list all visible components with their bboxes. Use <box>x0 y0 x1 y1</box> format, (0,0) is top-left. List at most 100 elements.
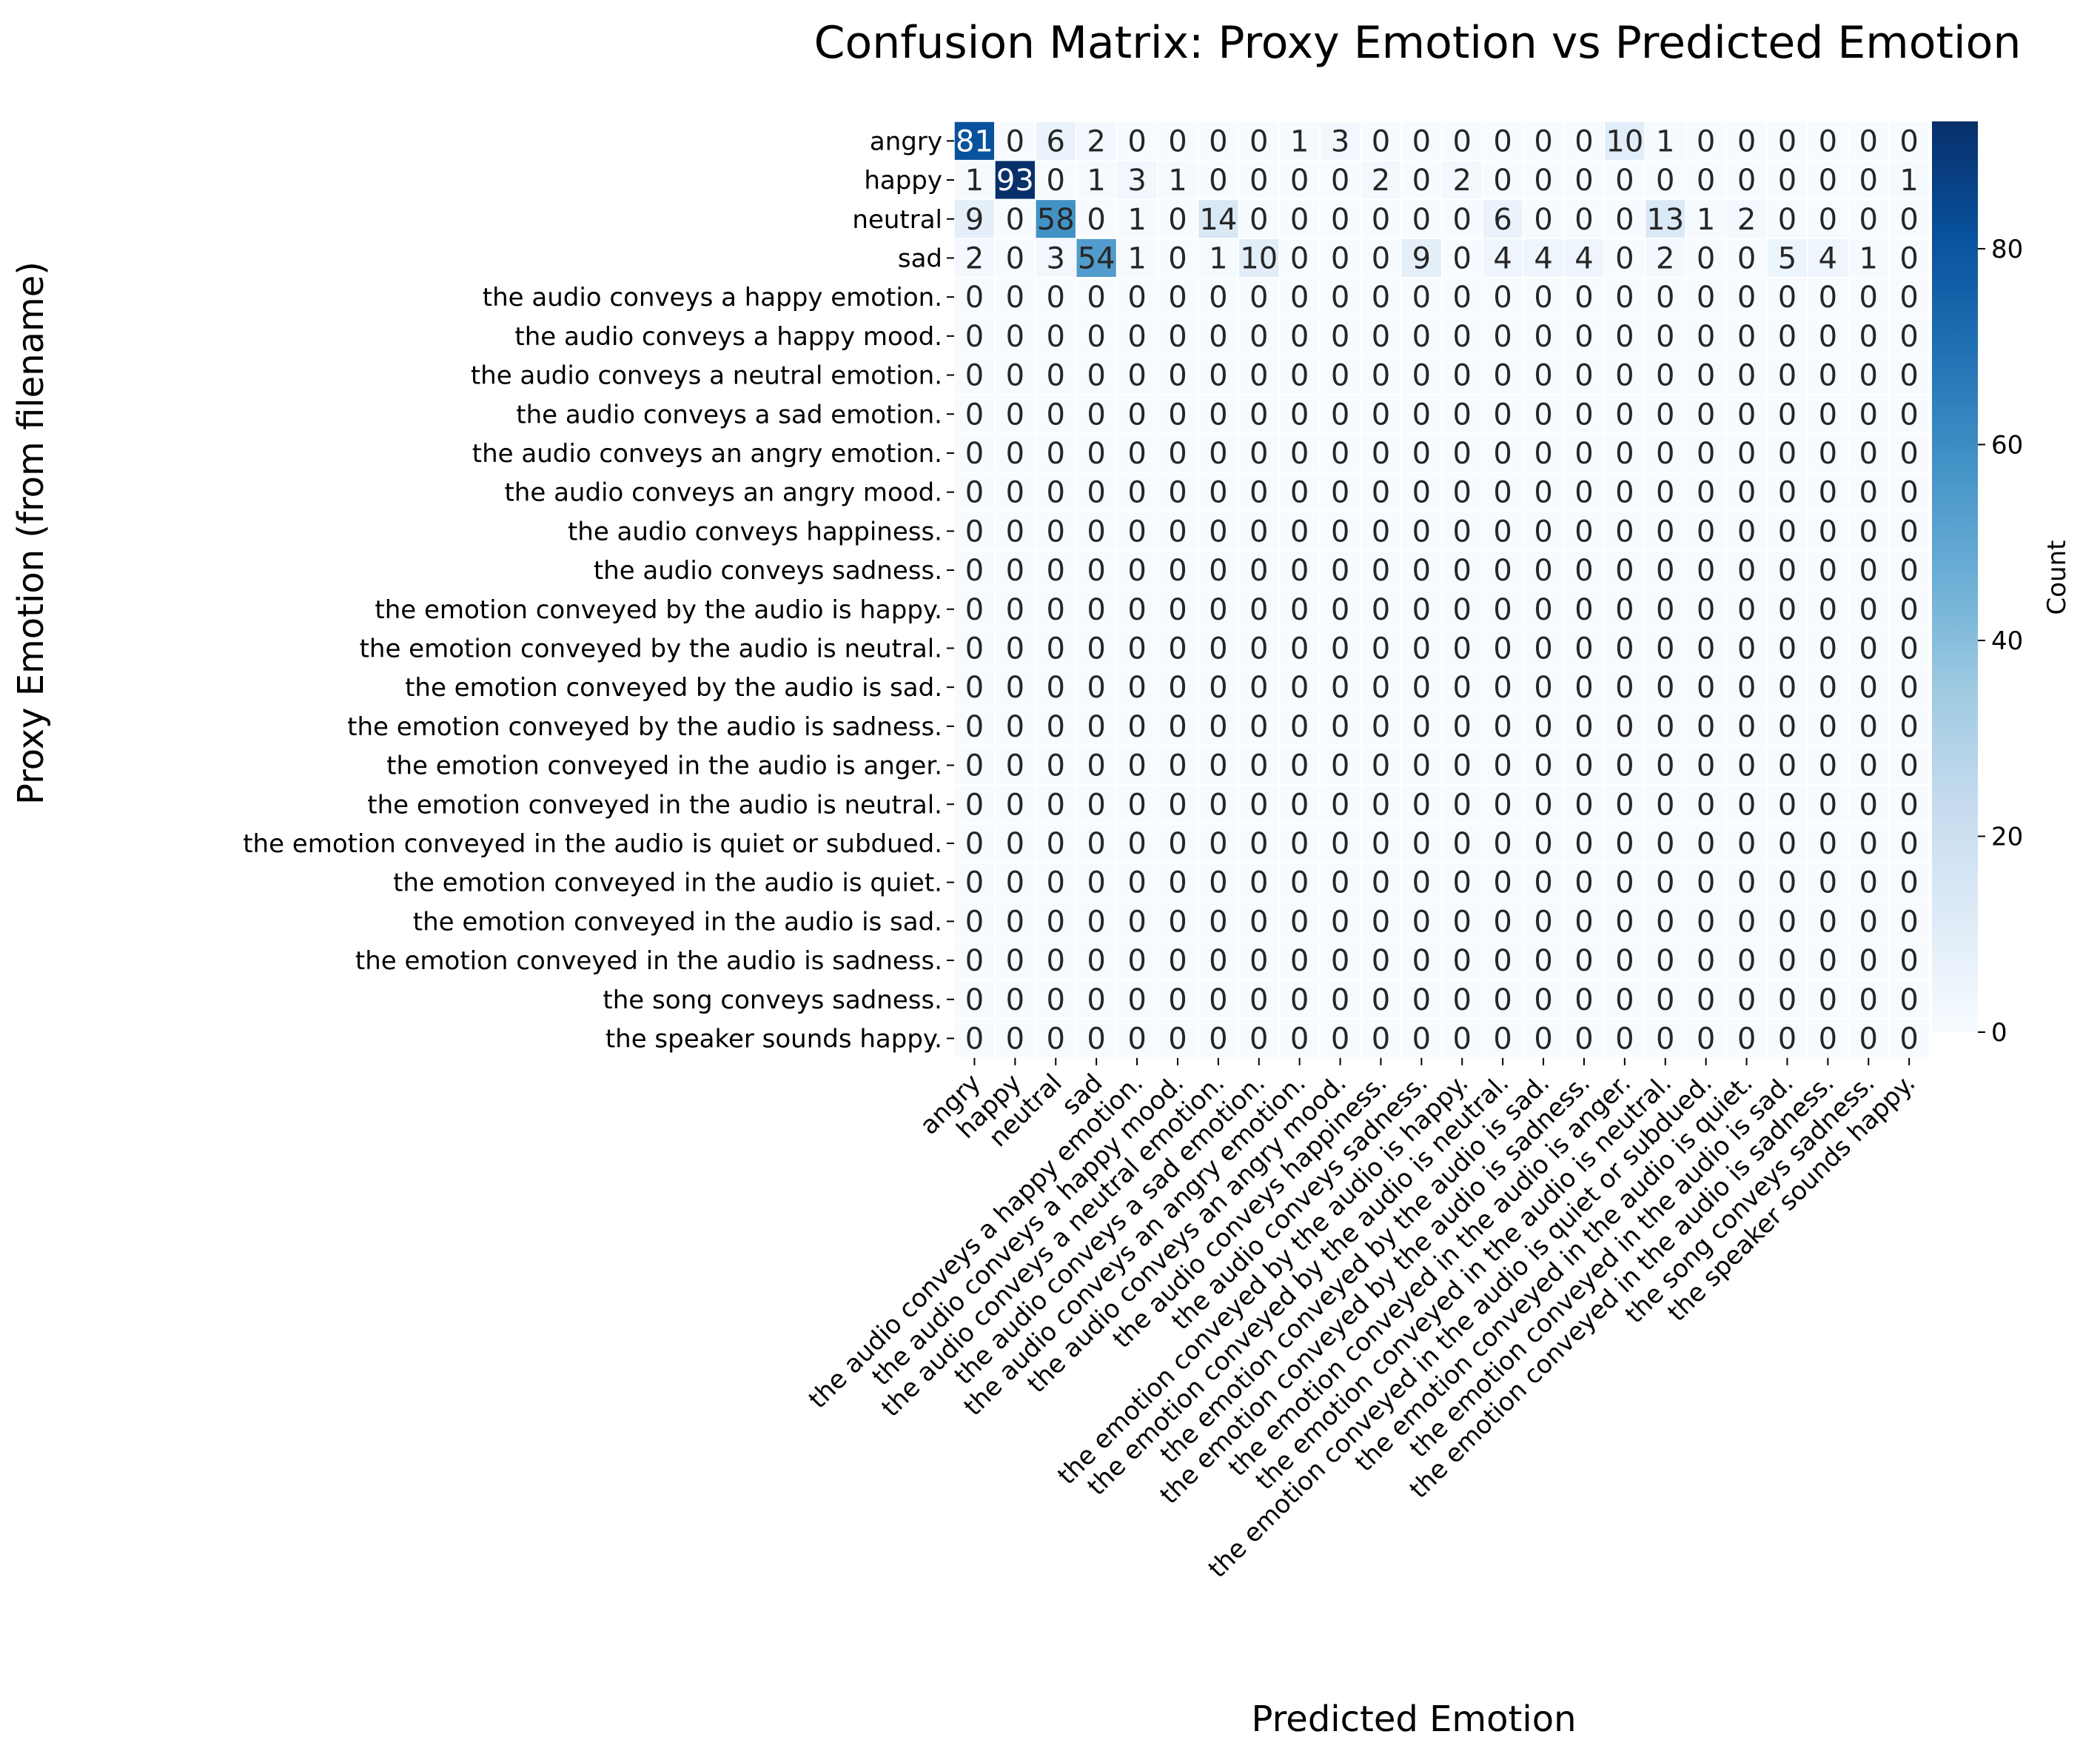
cell-value-label: 0 <box>1372 944 1390 978</box>
heatmap-cell <box>1888 315 1930 356</box>
heatmap-cell <box>1156 589 1199 629</box>
cell-value-label: 1 <box>1209 241 1227 275</box>
cell-value-label: 0 <box>1453 398 1472 432</box>
heatmap-cell <box>1197 979 1240 1020</box>
cell-value-label: 0 <box>1656 320 1674 354</box>
cell-value-label: 0 <box>1697 241 1715 275</box>
cell-value-label: 0 <box>1899 827 1918 861</box>
cell-value-label: 0 <box>1331 749 1349 783</box>
cell-value-label: 0 <box>1006 281 1024 315</box>
cell-value-label: 0 <box>1534 710 1552 744</box>
cell-value-label: 0 <box>1209 398 1227 432</box>
cell-value-label: 0 <box>1372 476 1390 510</box>
heatmap-cell <box>1075 355 1118 395</box>
cell-value-label: 0 <box>1534 164 1552 198</box>
heatmap-cell <box>1848 745 1890 786</box>
cell-value-label: 0 <box>1778 593 1797 627</box>
cell-value-label: 0 <box>1412 554 1431 588</box>
cell-value-label: 0 <box>1006 983 1024 1017</box>
heatmap-cell <box>1035 121 1077 161</box>
heatmap-cell <box>1603 432 1646 474</box>
heatmap-cell <box>1725 862 1768 903</box>
cell-value-label: 0 <box>1697 437 1715 471</box>
cell-value-label: 0 <box>1574 944 1593 978</box>
heatmap-cell <box>1685 549 1727 591</box>
heatmap-cell <box>1888 979 1930 1020</box>
heatmap-cell <box>1766 979 1808 1020</box>
cell-value-label: 4 <box>1574 241 1593 275</box>
cell-value-label: 0 <box>1127 905 1146 939</box>
heatmap-cell <box>1156 979 1199 1020</box>
cell-value-label: 0 <box>1209 866 1227 900</box>
cell-value-label: 0 <box>1737 515 1756 549</box>
cell-value-label: 0 <box>1534 983 1552 1017</box>
heatmap-cell <box>1360 198 1402 239</box>
heatmap-cell <box>1400 198 1443 239</box>
cell-value-label: 0 <box>1372 241 1390 275</box>
cell-value-label: 0 <box>1209 788 1227 822</box>
heatmap-cell <box>1848 121 1890 161</box>
row-tick-label: the speaker sounds happy. <box>605 1024 942 1054</box>
cell-value-label: 0 <box>1006 593 1024 627</box>
cell-value-label: 0 <box>965 437 984 471</box>
cell-value-label: 0 <box>1697 632 1715 666</box>
heatmap-cell <box>1441 315 1483 356</box>
cell-value-label: 0 <box>1574 320 1593 354</box>
heatmap-cell <box>1888 549 1930 591</box>
cell-value-label: 0 <box>1534 827 1552 861</box>
cell-value-label: 0 <box>1859 320 1878 354</box>
cell-value-label: 3 <box>1127 164 1146 198</box>
cell-value-label: 10 <box>1606 124 1643 158</box>
heatmap-cell <box>1035 198 1077 239</box>
cell-value-label: 0 <box>1209 827 1227 861</box>
cell-value-label: 0 <box>1574 593 1593 627</box>
heatmap-cell <box>1238 432 1280 474</box>
cell-value-label: 0 <box>1127 944 1146 978</box>
heatmap-cell <box>1360 862 1402 903</box>
cell-value-label: 0 <box>1656 632 1674 666</box>
cell-value-label: 0 <box>1819 164 1837 198</box>
heatmap-cell <box>1441 823 1483 864</box>
cell-value-label: 3 <box>1331 124 1349 158</box>
cell-value-label: 0 <box>1534 593 1552 627</box>
cell-value-label: 0 <box>1859 905 1878 939</box>
cell-value-label: 5 <box>1778 241 1797 275</box>
cell-value-label: 2 <box>1372 164 1390 198</box>
heatmap-cell <box>1766 706 1808 746</box>
heatmap-cell <box>1197 432 1240 474</box>
cell-value-label: 0 <box>1453 554 1472 588</box>
heatmap-cell <box>1725 432 1768 474</box>
cell-value-label: 0 <box>1697 476 1715 510</box>
row-tick-label: sad <box>898 244 942 273</box>
heatmap-cell <box>994 159 1036 201</box>
heatmap-cell <box>1400 940 1443 981</box>
cell-value-label: 0 <box>1534 554 1552 588</box>
cell-value-label: 0 <box>1697 788 1715 822</box>
cell-value-label: 0 <box>1534 749 1552 783</box>
cell-value-label: 0 <box>1168 905 1187 939</box>
heatmap-cell <box>1481 432 1524 474</box>
cell-value-label: 0 <box>1127 1022 1146 1056</box>
heatmap-cell <box>1319 784 1361 825</box>
cell-value-label: 0 <box>1574 124 1593 158</box>
cell-value-label: 0 <box>965 554 984 588</box>
heatmap-cell <box>1400 277 1443 318</box>
heatmap-cell <box>1400 667 1443 708</box>
heatmap-cell <box>1644 511 1686 552</box>
cell-value-label: 0 <box>1778 749 1797 783</box>
heatmap-cell <box>953 1018 996 1059</box>
heatmap-cell <box>1278 238 1321 278</box>
heatmap-cell <box>994 901 1036 942</box>
heatmap-cell <box>1563 511 1606 552</box>
heatmap-cell <box>1197 315 1240 356</box>
cell-value-label: 4 <box>1534 241 1552 275</box>
cell-value-label: 0 <box>1453 749 1472 783</box>
cell-value-label: 0 <box>1534 124 1552 158</box>
heatmap-cell <box>1319 667 1361 708</box>
heatmap-cell <box>1603 315 1646 356</box>
row-tick-label: the emotion conveyed in the audio is qui… <box>393 869 942 898</box>
heatmap-cell <box>1319 706 1361 746</box>
cell-value-label: 0 <box>1412 944 1431 978</box>
cell-value-label: 0 <box>1006 710 1024 744</box>
cell-value-label: 0 <box>1006 515 1024 549</box>
